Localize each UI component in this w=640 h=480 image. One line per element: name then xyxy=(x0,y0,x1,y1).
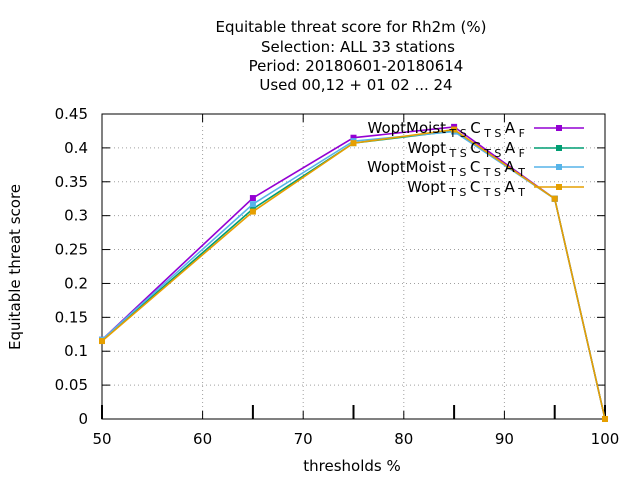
y-tick-label: 0.2 xyxy=(64,274,88,292)
legend-marker-1 xyxy=(556,125,562,131)
y-tick-label: 0.4 xyxy=(64,139,88,157)
data-point xyxy=(249,208,256,215)
data-point xyxy=(350,140,357,147)
y-axis-label: Equitable threat score xyxy=(6,184,24,350)
y-tick-label: 0.25 xyxy=(55,241,88,259)
data-point xyxy=(99,338,105,345)
legend-marker-2 xyxy=(556,145,562,151)
y-tick-label: 0 xyxy=(78,410,88,428)
legend[interactable]: WoptMoist T S C T S A F Wopt T S C T S A… xyxy=(367,119,584,199)
x-tick-label: 90 xyxy=(495,430,514,448)
legend-label-4: Wopt T S C T S A T xyxy=(407,178,525,199)
data-point xyxy=(451,126,458,133)
grid xyxy=(102,114,605,419)
title-line-2: Selection: ALL 33 stations xyxy=(261,38,455,56)
y-tick-labels: 0 0.05 0.1 0.15 0.2 0.25 0.3 0.35 0.4 0.45 xyxy=(55,105,88,428)
series-line-4 xyxy=(101,128,606,420)
data-point xyxy=(602,416,608,422)
title-line-1: Equitable threat score for Rh2m (%) xyxy=(215,18,486,36)
y-tick-label: 0.1 xyxy=(64,342,88,360)
y-tick-label: 0.05 xyxy=(55,376,88,394)
title-line-3: Period: 20180601-20180614 xyxy=(249,57,464,75)
x-tick-label: 70 xyxy=(294,430,313,448)
data-point xyxy=(551,195,558,202)
data-point xyxy=(249,201,256,208)
axis-ticks xyxy=(101,113,606,420)
x-axis-label: thresholds % xyxy=(303,457,400,475)
chart-title: Equitable threat score for Rh2m (%) Sele… xyxy=(215,18,486,94)
data-point xyxy=(350,134,357,141)
legend-label-2: Wopt T S C T S A F xyxy=(407,139,525,160)
x-tick-label: 50 xyxy=(92,430,111,448)
data-point xyxy=(249,195,256,202)
x-tick-label: 80 xyxy=(394,430,413,448)
x-tick-labels: 50 60 70 80 90 100 xyxy=(92,430,619,448)
legend-label-1: WoptMoist T S C T S A F xyxy=(368,119,526,140)
y-tick-label: 0.45 xyxy=(55,105,88,123)
plot-frame xyxy=(101,113,606,420)
x-tick-label: 100 xyxy=(591,430,620,448)
legend-marker-3 xyxy=(556,164,562,170)
series-group xyxy=(99,123,608,422)
x-tick-label: 60 xyxy=(193,430,212,448)
y-tick-label: 0.35 xyxy=(55,173,88,191)
y-tick-label: 0.3 xyxy=(64,207,88,225)
legend-marker-4 xyxy=(556,184,562,190)
y-tick-label: 0.15 xyxy=(55,308,88,326)
title-line-4: Used 00,12 + 01 02 ... 24 xyxy=(259,76,452,94)
series-line-2 xyxy=(101,130,606,420)
legend-label-3: WoptMoist T S C T S A T xyxy=(367,158,525,179)
